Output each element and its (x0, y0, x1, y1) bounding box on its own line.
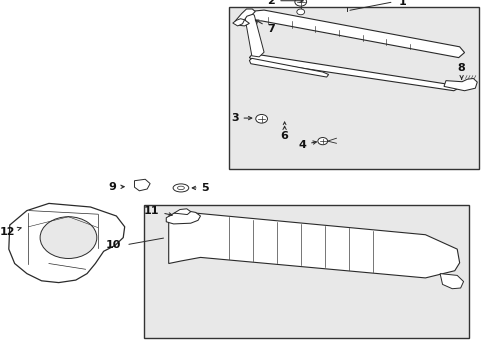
Bar (228, 7, 478, 169)
Polygon shape (234, 9, 255, 26)
Text: 5: 5 (192, 183, 209, 193)
Text: 11: 11 (143, 206, 172, 216)
Text: 7: 7 (255, 20, 275, 34)
Circle shape (296, 9, 304, 15)
Text: 4: 4 (298, 140, 316, 150)
Polygon shape (174, 209, 190, 215)
Polygon shape (168, 213, 459, 278)
Polygon shape (443, 78, 476, 91)
Polygon shape (249, 58, 328, 77)
Polygon shape (9, 203, 124, 283)
Polygon shape (249, 55, 458, 91)
Circle shape (40, 217, 97, 258)
Ellipse shape (173, 184, 188, 192)
Polygon shape (134, 179, 150, 191)
Circle shape (317, 138, 327, 145)
Circle shape (294, 0, 306, 6)
Polygon shape (439, 274, 463, 289)
Circle shape (255, 114, 267, 123)
Bar (144, 205, 468, 338)
Polygon shape (244, 13, 264, 57)
Text: 9: 9 (108, 182, 124, 192)
Ellipse shape (177, 186, 184, 190)
Polygon shape (232, 19, 244, 26)
Text: 10: 10 (106, 240, 121, 250)
Text: 1: 1 (398, 0, 406, 7)
Text: 8: 8 (457, 63, 465, 79)
Text: 2: 2 (267, 0, 303, 6)
Polygon shape (166, 211, 200, 224)
Text: 12: 12 (0, 227, 21, 237)
Polygon shape (244, 10, 464, 58)
Text: 3: 3 (230, 113, 251, 123)
Text: 6: 6 (280, 131, 288, 141)
